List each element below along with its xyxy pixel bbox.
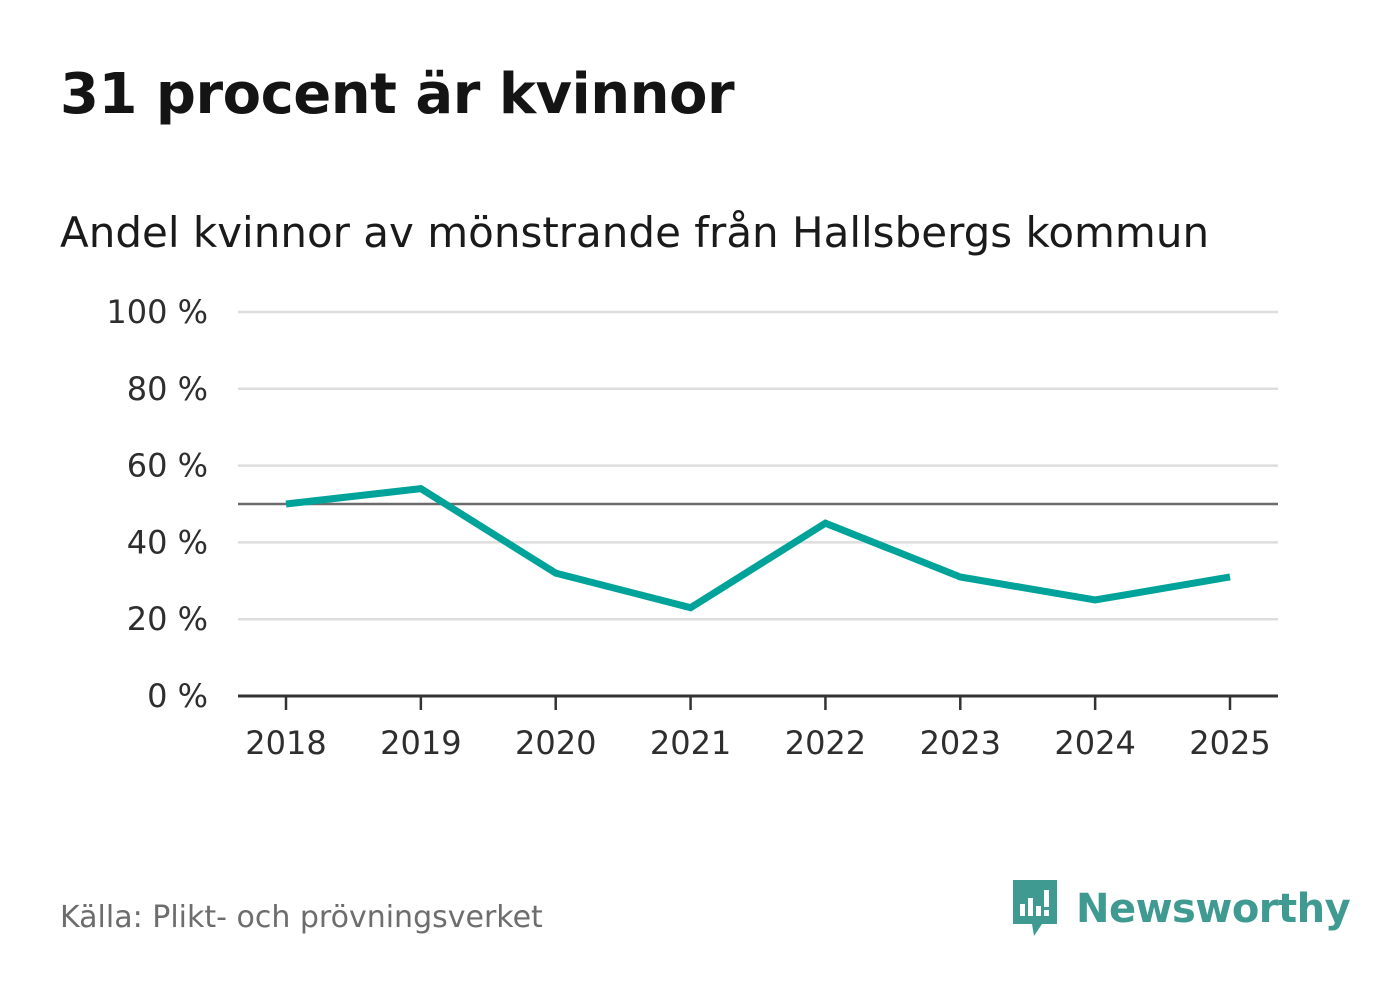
chart-subtitle: Andel kvinnor av mönstrande från Hallsbe… (60, 208, 1210, 257)
y-tick-label: 100 % (106, 293, 208, 331)
x-tick-label: 2018 (245, 724, 326, 762)
chart-title: 31 procent är kvinnor (60, 62, 735, 127)
line-chart: 0 % 20 % 40 % 60 % 80 % 100 % 2018 2019 2020 2021… (106, 293, 1278, 762)
x-tick-label: 2020 (515, 724, 596, 762)
brand-logo: Newsworthy (1010, 878, 1351, 940)
brand-name: Newsworthy (1076, 886, 1351, 932)
source-note: Källa: Plikt- och prövningsverket (60, 900, 543, 935)
x-tick-label: 2019 (380, 724, 461, 762)
y-tick-label: 80 % (127, 370, 208, 408)
x-tick-label: 2023 (920, 724, 1001, 762)
series-line (285, 485, 1231, 612)
y-tick-label: 60 % (127, 447, 208, 485)
x-tick-label: 2024 (1054, 724, 1135, 762)
y-tick-label: 0 % (147, 677, 208, 715)
newsworthy-logo-icon (1013, 880, 1057, 936)
x-tick-label: 2025 (1189, 724, 1270, 762)
x-tick-label: 2022 (785, 724, 866, 762)
y-tick-label: 20 % (127, 600, 208, 638)
y-tick-label: 40 % (127, 523, 208, 561)
x-tick-label: 2021 (650, 724, 731, 762)
